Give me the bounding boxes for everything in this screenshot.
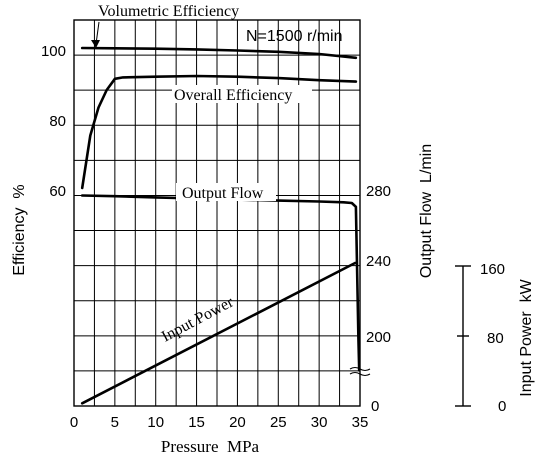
gridlines xyxy=(74,20,360,406)
efficiency-axis-label: Efficiency % xyxy=(11,184,28,275)
power-tick-label: 0 xyxy=(498,398,506,415)
input-power-line xyxy=(80,261,357,405)
x-tick-label: 10 xyxy=(147,414,164,431)
overall-efficiency-line xyxy=(80,74,358,190)
volumetric-efficiency-line xyxy=(80,46,358,60)
output-flow-label: Output Flow xyxy=(182,185,264,202)
x-tick-label: 15 xyxy=(188,414,205,431)
x-axis-label: Pressure MPa xyxy=(161,437,260,456)
flow-axis-label: Output Flow L/min xyxy=(418,144,435,278)
x-tick-label: 20 xyxy=(229,414,246,431)
flow-tick-label: 0 xyxy=(371,398,379,415)
efficiency-tick-label: 100 xyxy=(41,43,66,60)
x-tick-label: 25 xyxy=(270,414,287,431)
flow-tick-label: 200 xyxy=(366,329,391,346)
x-tick-label: 30 xyxy=(311,414,328,431)
power-tick-label: 80 xyxy=(487,330,504,347)
volumetric-efficiency-leader-arrow xyxy=(91,40,100,48)
power-axis-label: Input Power kW xyxy=(518,278,535,396)
overall-efficiency-label: Overall Efficiency xyxy=(174,87,292,104)
efficiency-tick-label: 60 xyxy=(49,183,66,200)
condition-label: N=1500 r/min xyxy=(246,28,343,45)
x-tick-label: 5 xyxy=(111,414,119,431)
volumetric-efficiency-label: Volumetric Efficiency xyxy=(98,3,239,20)
output-flow-label-bg xyxy=(176,183,276,201)
output-flow-line xyxy=(80,194,361,372)
x-tick-label: 35 xyxy=(352,414,369,431)
flow-tick-label: 280 xyxy=(366,183,391,200)
overall-efficiency-label-bg xyxy=(172,85,312,103)
x-tick-labels: 0 5 10 15 20 25 30 35 xyxy=(70,414,369,431)
efficiency-tick-label: 80 xyxy=(49,113,66,130)
power-tick-label: 160 xyxy=(480,261,505,278)
x-tick-label: 0 xyxy=(70,414,78,431)
flow-tick-label: 240 xyxy=(366,253,391,270)
